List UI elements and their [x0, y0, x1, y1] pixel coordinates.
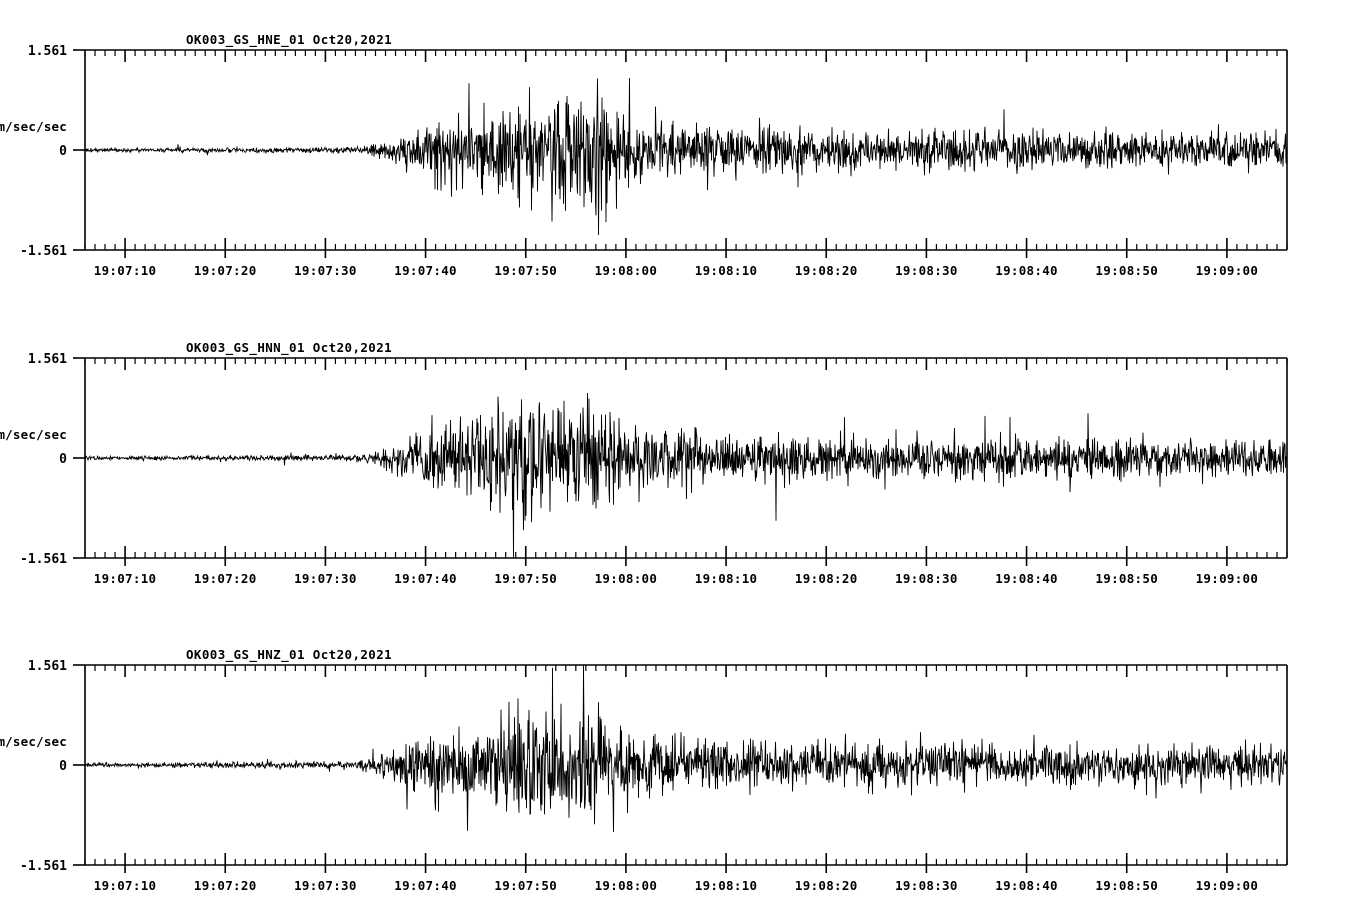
x-axis-tick-label: 19:08:20 [795, 571, 858, 586]
x-axis-tick-label: 19:07:50 [494, 878, 557, 893]
x-axis-tick-label: 19:08:40 [995, 263, 1058, 278]
x-axis-tick-label: 19:09:00 [1196, 878, 1259, 893]
x-axis-tick-label: 19:07:30 [294, 571, 357, 586]
x-axis-tick-label: 19:08:30 [895, 571, 958, 586]
seismogram-panel-hne: OK003_GS_HNE_01 Oct20,2021 1.561 0 -1.561 cm… [0, 0, 1358, 290]
y-axis-ticks [73, 49, 85, 251]
panel-title: OK003_GS_HNZ_01 Oct20,2021 [186, 647, 392, 663]
x-axis-tick-labels: 19:07:10 19:07:20 19:07:30 19:07:40 19:07:50… [94, 263, 1258, 278]
y-axis-unit-label: cm/sec/sec [0, 427, 67, 442]
x-axis-tick-label: 19:08:40 [995, 878, 1058, 893]
x-axis-tick-label: 19:08:00 [595, 263, 658, 278]
y-axis-ticks [73, 664, 85, 866]
x-axis-tick-labels: 19:07:10 19:07:20 19:07:30 19:07:40 19:07:50… [94, 878, 1258, 893]
x-axis-ticks [84, 665, 1288, 873]
x-axis-tick-label: 19:08:10 [695, 263, 758, 278]
x-axis-tick-label: 19:08:00 [595, 878, 658, 893]
waveform-trace-hnn [84, 392, 1288, 559]
y-axis-zero-label: 0 [59, 759, 67, 774]
y-axis-ticks [73, 357, 85, 559]
plot-area-hnz: OK003_GS_HNZ_01 Oct20,2021 1.561 0 -1.561 cm… [0, 647, 1288, 893]
y-axis-zero-label: 0 [59, 144, 67, 159]
x-axis-tick-label: 19:07:10 [94, 263, 157, 278]
x-axis-tick-label: 19:08:50 [1095, 571, 1158, 586]
y-axis-min-label: -1.561 [20, 244, 67, 259]
x-axis-tick-label: 19:07:20 [194, 878, 257, 893]
x-axis-tick-label: 19:08:50 [1095, 878, 1158, 893]
y-axis-unit-label: cm/sec/sec [0, 734, 67, 749]
seismogram-panel-hnn: OK003_GS_HNN_01 Oct20,2021 1.561 0 -1.561 cm… [0, 308, 1358, 598]
x-axis-tick-label: 19:08:30 [895, 263, 958, 278]
y-axis-zero-label: 0 [59, 452, 67, 467]
x-axis-tick-label: 19:07:30 [294, 263, 357, 278]
y-axis-min-label: -1.561 [20, 859, 67, 874]
x-axis-tick-labels: 19:07:10 19:07:20 19:07:30 19:07:40 19:07:50… [94, 571, 1258, 586]
x-axis-tick-label: 19:07:50 [494, 263, 557, 278]
x-axis-tick-label: 19:08:10 [695, 571, 758, 586]
x-axis-ticks [84, 358, 1288, 566]
x-axis-tick-label: 19:08:50 [1095, 263, 1158, 278]
waveform-trace-hne [84, 78, 1288, 235]
x-axis-tick-label: 19:07:40 [394, 571, 457, 586]
panel-title: OK003_GS_HNE_01 Oct20,2021 [186, 32, 392, 48]
x-axis-tick-label: 19:07:20 [194, 571, 257, 586]
x-axis-tick-label: 19:09:00 [1196, 571, 1259, 586]
x-axis-tick-label: 19:08:20 [795, 263, 858, 278]
x-axis-tick-label: 19:07:30 [294, 878, 357, 893]
x-axis-tick-label: 19:08:10 [695, 878, 758, 893]
panel-title: OK003_GS_HNN_01 Oct20,2021 [186, 340, 392, 356]
waveform-trace-hnz [85, 664, 1288, 833]
x-axis-tick-label: 19:09:00 [1196, 263, 1259, 278]
y-axis-max-label: 1.561 [28, 659, 67, 674]
y-axis-min-label: -1.561 [20, 552, 67, 567]
plot-area-hne: OK003_GS_HNE_01 Oct20,2021 1.561 0 -1.561 cm… [0, 32, 1288, 278]
x-axis-tick-label: 19:08:30 [895, 878, 958, 893]
x-axis-tick-label: 19:08:20 [795, 878, 858, 893]
x-axis-tick-label: 19:07:10 [94, 571, 157, 586]
x-axis-tick-label: 19:08:40 [995, 571, 1058, 586]
x-axis-tick-label: 19:07:10 [94, 878, 157, 893]
seismogram-panel-hnz: OK003_GS_HNZ_01 Oct20,2021 1.561 0 -1.561 cm… [0, 615, 1358, 905]
y-axis-max-label: 1.561 [28, 352, 67, 367]
x-axis-tick-label: 19:07:20 [194, 263, 257, 278]
x-axis-ticks [84, 50, 1288, 258]
y-axis-unit-label: cm/sec/sec [0, 119, 67, 134]
x-axis-tick-label: 19:07:50 [494, 571, 557, 586]
x-axis-tick-label: 19:07:40 [394, 263, 457, 278]
plot-area-hnn: OK003_GS_HNN_01 Oct20,2021 1.561 0 -1.561 cm… [0, 340, 1288, 586]
x-axis-tick-label: 19:08:00 [595, 571, 658, 586]
x-axis-tick-label: 19:07:40 [394, 878, 457, 893]
y-axis-max-label: 1.561 [28, 44, 67, 59]
